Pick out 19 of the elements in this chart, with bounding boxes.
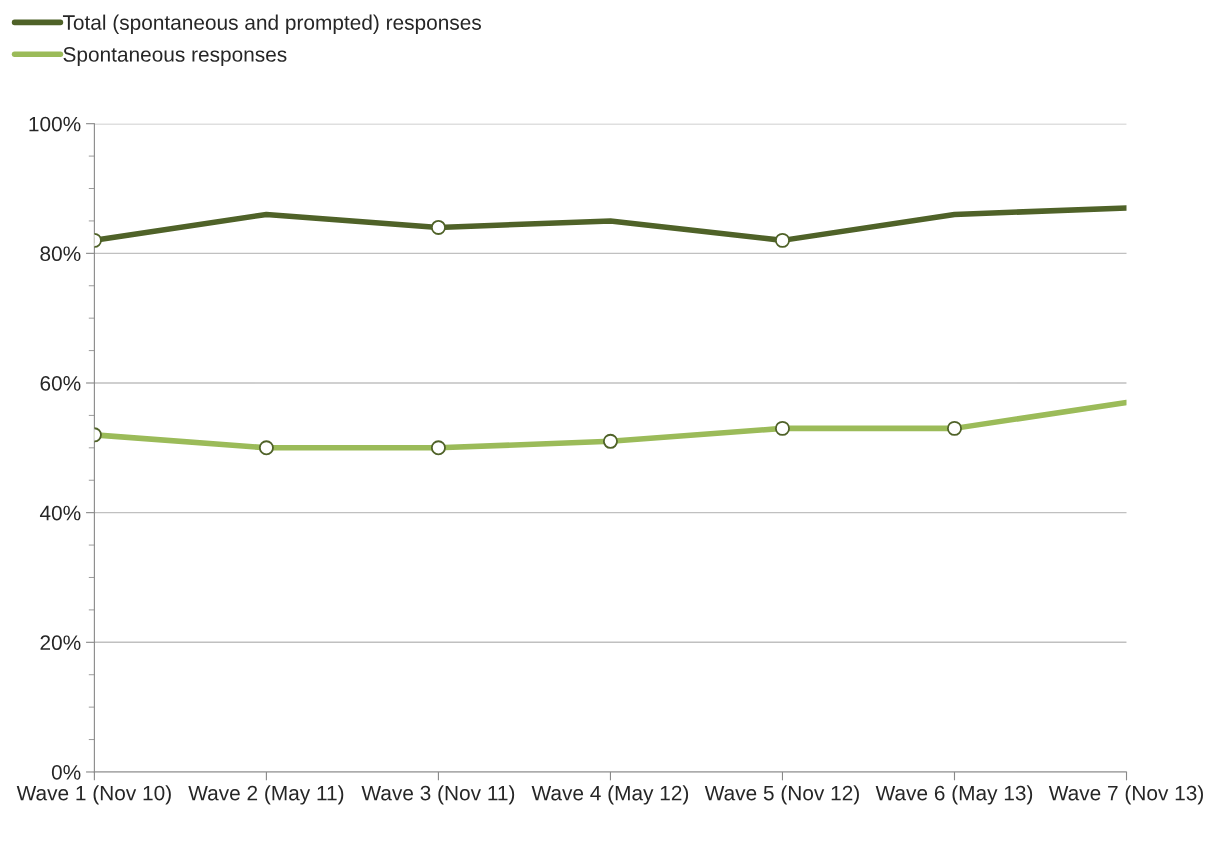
legend-label: Total (spontaneous and prompted) responses	[62, 14, 481, 34]
y-tick-label: 100%	[29, 116, 81, 132]
x-tick-label: Wave 1 (Nov 10)	[16, 785, 171, 805]
x-tick-label: Wave 2 (May 11)	[188, 785, 344, 805]
point	[774, 420, 790, 436]
x-tick-label: Wave 6 (May 13)	[875, 785, 1033, 805]
y-tick-label: 20%	[40, 635, 81, 651]
point	[602, 433, 618, 449]
y-tick-label: 60%	[40, 376, 81, 391]
point	[430, 440, 446, 456]
point	[946, 420, 962, 436]
y-tick-label: 40%	[39, 505, 81, 521]
x-tick-label: Wave 5 (Nov 12)	[704, 785, 859, 805]
y-tick-label: 80%	[40, 246, 81, 262]
legend-label: Spontaneous responses	[63, 47, 287, 66]
x-tick-label: Wave 3 (Nov 11)	[361, 785, 515, 805]
x-tick-label: Wave 7 (Nov 13)	[1048, 785, 1203, 805]
x-tick-label: Wave 4 (May 12)	[531, 785, 689, 805]
y-tick-label: 0%	[51, 764, 81, 780]
